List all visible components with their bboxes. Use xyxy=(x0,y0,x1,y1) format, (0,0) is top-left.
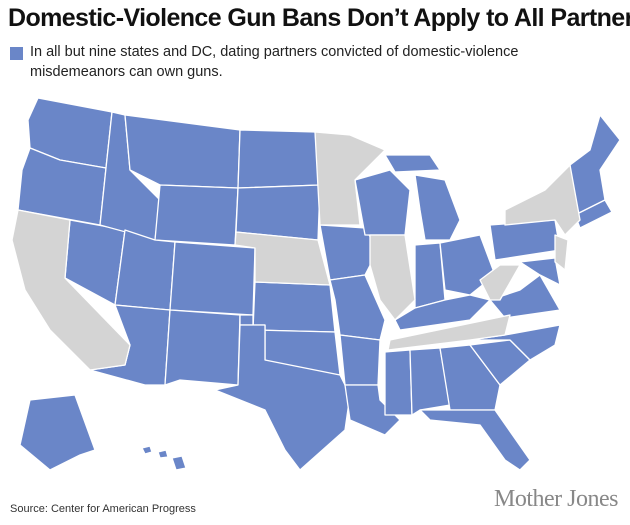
state xyxy=(157,449,169,459)
state xyxy=(19,394,96,471)
state xyxy=(314,131,386,226)
state xyxy=(234,231,331,286)
state xyxy=(124,114,241,189)
source: Source: Center for American Progress xyxy=(10,503,196,515)
brand: Mother Jones xyxy=(494,486,618,512)
highlighted-states xyxy=(17,97,621,471)
state xyxy=(339,334,381,386)
state xyxy=(164,309,241,386)
state xyxy=(504,164,581,236)
state xyxy=(439,344,501,411)
state xyxy=(154,184,239,246)
state xyxy=(569,114,621,216)
legend-swatch xyxy=(10,47,23,60)
state xyxy=(384,154,441,173)
state xyxy=(519,257,561,286)
legend-line: In all but nine states and DC, dating pa… xyxy=(30,44,519,60)
state xyxy=(384,349,413,416)
state xyxy=(354,169,411,236)
state xyxy=(554,234,569,271)
state xyxy=(235,184,321,241)
state xyxy=(574,199,613,229)
state xyxy=(489,274,561,319)
state xyxy=(169,241,256,316)
state xyxy=(114,229,176,311)
state xyxy=(171,455,187,471)
legend-line: misdemeanors can own guns. xyxy=(30,64,223,80)
state xyxy=(237,129,321,189)
state xyxy=(387,314,511,351)
state xyxy=(369,234,416,321)
title: Domestic-Violence Gun Bans Don’t Apply t… xyxy=(8,4,630,32)
state xyxy=(11,209,131,371)
state xyxy=(419,409,531,471)
other-states xyxy=(11,131,581,371)
state xyxy=(414,174,461,241)
state xyxy=(489,219,561,261)
state xyxy=(479,264,521,301)
state xyxy=(344,384,401,436)
state xyxy=(409,347,451,416)
state xyxy=(141,445,153,455)
state xyxy=(214,324,351,471)
legend-text: In all but nine states and DC, dating pa… xyxy=(30,42,518,82)
state xyxy=(394,294,491,331)
